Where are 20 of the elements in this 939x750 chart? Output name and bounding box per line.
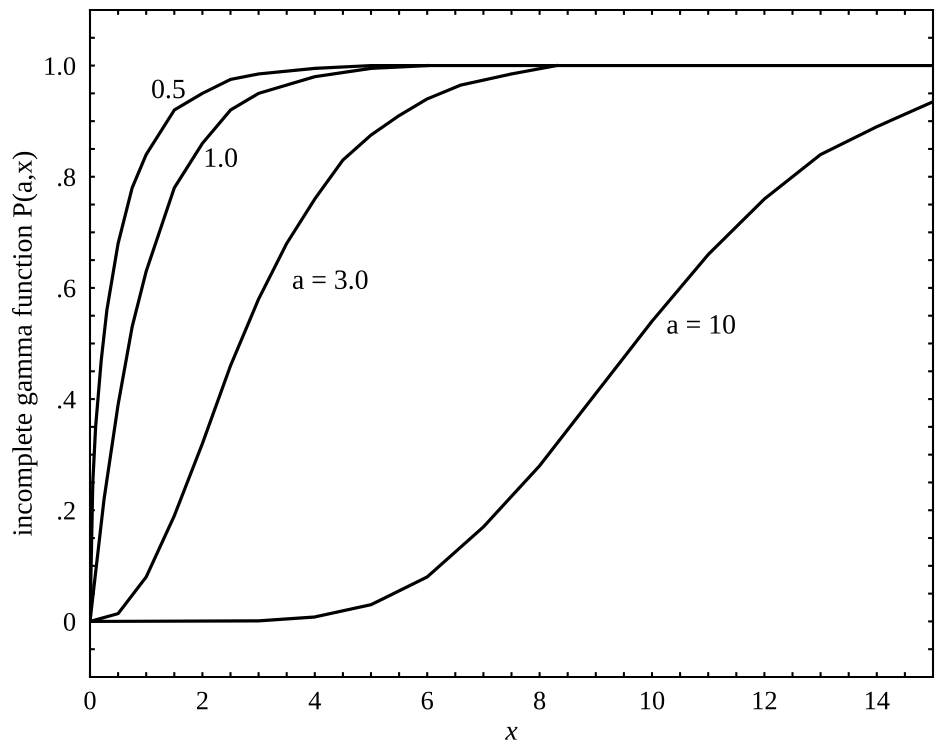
series-label: 0.5: [152, 80, 185, 98]
series-label: a = 10: [667, 315, 735, 334]
y-tick-label: .6: [58, 280, 76, 298]
y-tick-label: 0: [64, 613, 76, 631]
y-axis-title: incomplete gamma function P(a,x): [12, 152, 38, 536]
y-tick-label: .4: [58, 390, 76, 409]
x-tick-label: 10: [641, 692, 664, 710]
x-tick-label: 0: [84, 692, 96, 710]
series-label: a = 3.0: [292, 270, 368, 290]
x-tick-label: 4: [308, 692, 321, 710]
x-tick-label: 14: [866, 692, 890, 710]
y-tick-label: .8: [58, 168, 76, 186]
y-tick-label: .2: [58, 502, 75, 520]
series-label: 1.0: [206, 148, 237, 168]
x-tick-label: 6: [422, 692, 434, 710]
x-tick-label: 8: [534, 692, 546, 710]
y-tick-label: 1.0: [45, 57, 76, 76]
x-tick-label: 12: [754, 692, 776, 710]
x-tick-label: 2: [196, 692, 208, 710]
x-axis-title: x: [504, 726, 518, 740]
